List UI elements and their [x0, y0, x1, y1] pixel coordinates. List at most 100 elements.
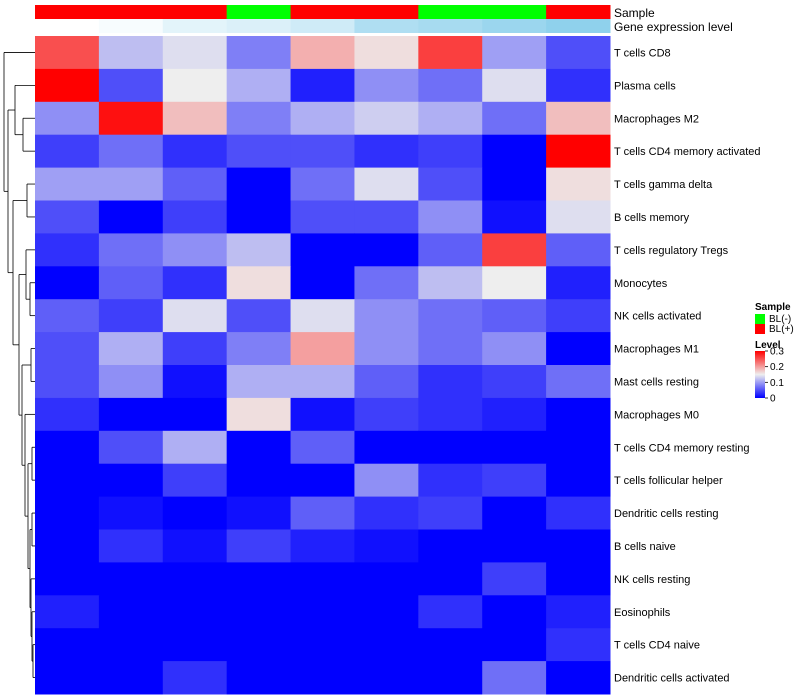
- expression-annotation-cell: [290, 19, 355, 33]
- sample-track-label: Sample: [614, 6, 655, 20]
- heatmap-cell: [418, 365, 483, 399]
- heatmap-cell: [354, 463, 419, 498]
- annotation-tracks: [35, 5, 611, 33]
- sample-annotation-cell: [482, 5, 547, 19]
- heatmap-cell: [354, 36, 419, 70]
- heatmap-cell: [418, 266, 483, 300]
- heatmap-cell: [546, 233, 611, 267]
- heatmap-cell: [482, 101, 547, 136]
- heatmap-cell: [546, 661, 611, 695]
- row-label: T cells follicular helper: [614, 475, 723, 487]
- expression-annotation-cell: [35, 19, 100, 33]
- heatmap-cell: [290, 332, 355, 366]
- heatmap-cell: [290, 661, 355, 695]
- heatmap-cell: [418, 529, 483, 563]
- heatmap-cell: [482, 332, 547, 366]
- row-label: Eosinophils: [614, 607, 671, 619]
- heatmap-cell: [162, 233, 228, 267]
- heatmap-cell: [35, 233, 100, 267]
- heatmap-cell: [546, 200, 611, 234]
- heatmap-cell: [98, 332, 164, 366]
- heatmap-cell: [290, 628, 355, 662]
- legend-swatch-bl-neg: [755, 314, 765, 324]
- heatmap-cell: [546, 266, 611, 300]
- heatmap-cell: [98, 628, 164, 662]
- heatmap-cell: [35, 101, 100, 136]
- heatmap-cell: [226, 200, 292, 234]
- heatmap-cell: [482, 430, 547, 465]
- expression-track-label: Gene expression level: [614, 20, 733, 34]
- heatmap-cell: [98, 101, 164, 136]
- sample-annotation-cell: [290, 5, 355, 19]
- heatmap-cell: [290, 68, 355, 103]
- row-label: T cells CD4 memory activated: [614, 146, 761, 158]
- heatmap-cell: [290, 200, 355, 234]
- heatmap-cell: [226, 332, 292, 366]
- expression-annotation-cell: [546, 19, 611, 33]
- heatmap-cell: [290, 299, 355, 333]
- row-label: Dendritic cells activated: [614, 673, 730, 685]
- heatmap-cell: [162, 529, 228, 563]
- heatmap-cell: [98, 134, 164, 169]
- heatmap-cell: [162, 463, 228, 498]
- heatmap-cell: [35, 397, 100, 432]
- heatmap-cell: [354, 299, 419, 333]
- expression-annotation-cell: [418, 19, 483, 33]
- heatmap-cell: [226, 134, 292, 169]
- heatmap-cell: [418, 134, 483, 169]
- heatmap-cell: [162, 365, 228, 399]
- heatmap-cell: [162, 36, 228, 70]
- heatmap-cell: [354, 200, 419, 234]
- heatmap-cell: [354, 397, 419, 432]
- heatmap-cell: [162, 562, 228, 596]
- heatmap-cell: [418, 661, 483, 695]
- heatmap-cell: [354, 628, 419, 662]
- heatmap-cell: [354, 661, 419, 695]
- heatmap-cell: [162, 595, 228, 629]
- heatmap-cell: [482, 233, 547, 267]
- row-label: Dendritic cells resting: [614, 508, 719, 520]
- heatmap-cell: [290, 496, 355, 530]
- heatmap-cell: [98, 562, 164, 596]
- heatmap-cell: [546, 299, 611, 333]
- row-labels: T cells CD8 Plasma cells Macrophages M2 T c…: [614, 47, 761, 684]
- heatmap-cell: [482, 299, 547, 333]
- row-label: Macrophages M0: [614, 409, 699, 421]
- sample-annotation-cell: [162, 5, 228, 19]
- heatmap-cell: [482, 36, 547, 70]
- heatmap-cell: [546, 397, 611, 432]
- heatmap-cell: [482, 463, 547, 498]
- legend-tick-label: 0: [770, 394, 776, 405]
- heatmap-cell: [546, 463, 611, 498]
- row-label: B cells naive: [614, 541, 676, 553]
- row-label: T cells CD8: [614, 47, 671, 59]
- heatmap-cell: [162, 167, 228, 201]
- row-label: T cells CD4 memory resting: [614, 442, 750, 454]
- heatmap-cell: [226, 101, 292, 136]
- heatmap-cell: [354, 529, 419, 563]
- heatmap-cell: [546, 365, 611, 399]
- row-dendrogram: [3, 52, 35, 678]
- row-label: NK cells resting: [614, 574, 690, 586]
- heatmap-cell: [418, 332, 483, 366]
- heatmap-cell: [290, 266, 355, 300]
- heatmap-cell: [35, 430, 100, 465]
- heatmap-cell: [418, 200, 483, 234]
- heatmap-cell: [354, 430, 419, 465]
- heatmap-cells: [35, 36, 611, 695]
- legend: Sample BL(-) BL(+) Level 0.3 0.2 0.1 0: [755, 302, 794, 405]
- heatmap-cell: [290, 101, 355, 136]
- heatmap-cell: [418, 397, 483, 432]
- row-label: Monocytes: [614, 278, 668, 290]
- heatmap-cell: [354, 365, 419, 399]
- heatmap-cell: [354, 595, 419, 629]
- heatmap-cell: [482, 496, 547, 530]
- heatmap-cell: [546, 496, 611, 530]
- heatmap-cell: [418, 167, 483, 201]
- heatmap-cell: [546, 595, 611, 629]
- heatmap-cell: [290, 529, 355, 563]
- heatmap-cell: [162, 266, 228, 300]
- heatmap-cell: [35, 332, 100, 366]
- row-label: Macrophages M1: [614, 344, 699, 356]
- heatmap-cell: [546, 628, 611, 662]
